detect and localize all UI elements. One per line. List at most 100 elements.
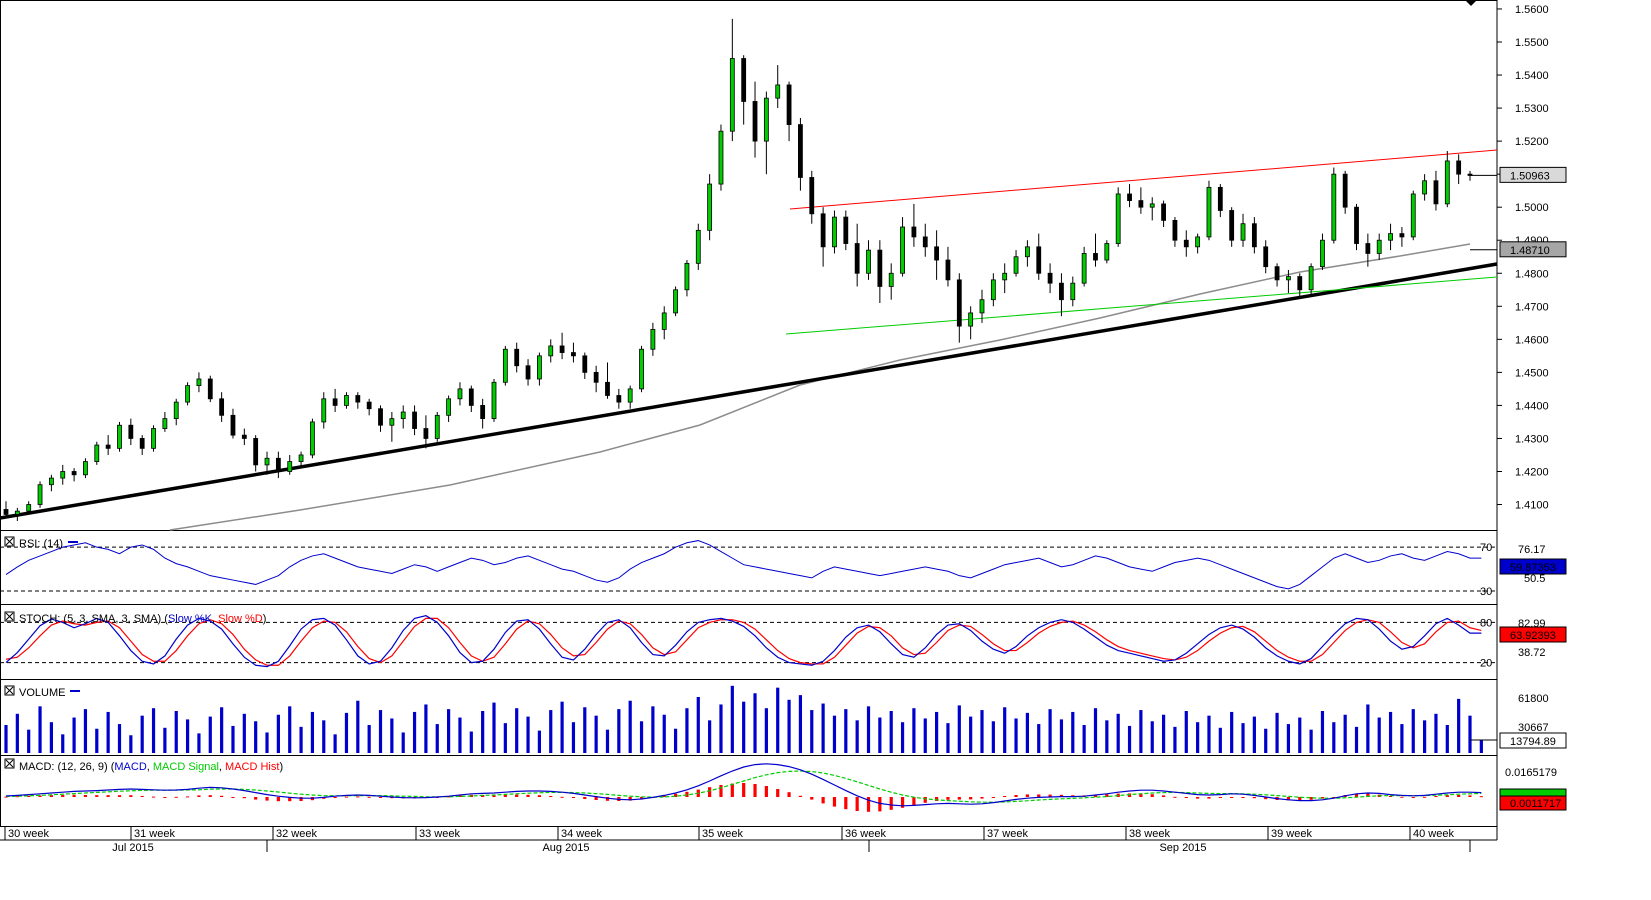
candle-body — [832, 216, 837, 248]
macd-hist-bar — [1423, 796, 1427, 798]
macd-hist-bar — [1025, 794, 1029, 797]
candle — [593, 365, 599, 393]
stoch-title-main: STOCH: (5, 3, SMA, 3, SMA) — [19, 613, 161, 625]
volume-bar — [1196, 722, 1200, 753]
volume-bar — [492, 702, 496, 753]
candle — [673, 286, 678, 317]
rsi-value-box — [1499, 558, 1567, 575]
candle — [1354, 203, 1359, 251]
week-tick-label: 40 week — [1413, 828, 1454, 840]
volume-bar — [946, 723, 950, 753]
candle — [423, 415, 429, 449]
candle — [1229, 207, 1235, 247]
macd-hist-bar — [628, 797, 632, 801]
rsi-level-label: 70 — [1480, 542, 1492, 554]
macd-hist-bar — [503, 794, 507, 797]
candle — [162, 412, 168, 432]
stoch-d-line — [5, 617, 1482, 666]
volume-bar — [310, 711, 315, 753]
candle — [389, 412, 395, 442]
macd-hist-bar — [367, 796, 371, 798]
macd-hist-bar — [333, 797, 337, 798]
week-tick-label: 36 week — [845, 828, 886, 840]
candle — [1013, 250, 1019, 277]
candle — [310, 418, 315, 459]
macd-hist-bar — [1468, 795, 1472, 797]
macd-hist-bar — [15, 796, 19, 798]
candle-body — [877, 249, 883, 287]
macd-hist-bar — [1207, 797, 1211, 799]
macd-hist-legend: MACD Hist — [225, 761, 279, 773]
candle — [1138, 187, 1144, 214]
volume-bar — [469, 731, 473, 753]
volume-bar — [923, 718, 927, 753]
candle-body — [729, 58, 735, 132]
volume-bar — [742, 701, 746, 753]
macd-hist-bar — [923, 797, 927, 803]
ma-value-label: 1.48710 — [1510, 245, 1550, 257]
macd-hist-bar — [969, 797, 973, 800]
candle-body — [571, 352, 576, 357]
candle — [1115, 187, 1121, 247]
candle-body — [798, 124, 803, 178]
candle-body — [514, 348, 520, 367]
candle-body — [298, 454, 304, 462]
volume-bar — [1105, 720, 1109, 753]
macd-hist-bar — [1332, 797, 1336, 798]
volume-bar — [1377, 717, 1381, 753]
stoch-k-legend: Slow %K — [168, 613, 213, 625]
volume-bar — [401, 732, 405, 753]
candle — [729, 18, 735, 142]
volume-bar — [61, 734, 65, 753]
volume-bar — [1479, 740, 1483, 753]
candle — [1456, 154, 1462, 185]
volume-bar — [798, 695, 803, 753]
volume-bar — [719, 704, 723, 753]
volume-bar — [1161, 714, 1166, 753]
candle — [775, 65, 781, 109]
candle — [117, 421, 122, 452]
candle-body — [3, 509, 9, 515]
candle-body — [48, 477, 54, 486]
macd-hist-bar — [639, 797, 644, 800]
macd-hist-bar — [492, 795, 496, 797]
macd-hist-bar — [254, 797, 258, 800]
candle — [763, 91, 769, 175]
volume-bar — [991, 721, 995, 753]
candle — [650, 322, 656, 356]
candle — [196, 372, 202, 393]
macd-hist-bar — [1161, 795, 1166, 797]
candle-body — [241, 434, 247, 439]
candle-body — [173, 401, 179, 420]
macd-hist-bar — [878, 797, 882, 812]
volume-bar — [38, 706, 42, 753]
price-tick-label: 1.4800 — [1515, 268, 1549, 280]
macd-hist-bar — [1014, 795, 1018, 797]
candle-body — [94, 444, 100, 462]
macd-hist-bar — [1354, 793, 1359, 797]
candle-body — [616, 395, 622, 403]
candle-body — [1206, 186, 1212, 238]
volume-bar — [1184, 711, 1188, 753]
candle — [956, 273, 962, 343]
candle — [37, 481, 43, 508]
candle-body — [1376, 239, 1382, 254]
candle-body — [1104, 243, 1110, 261]
volume-value-label: 13794.89 — [1510, 736, 1556, 748]
rsi-close-icon-cross — [5, 537, 14, 546]
candle — [207, 375, 213, 403]
macd-hist-bar — [185, 796, 190, 798]
candle — [1024, 240, 1030, 267]
candle-body — [423, 428, 429, 439]
volume-bar — [935, 711, 939, 753]
candle — [83, 458, 88, 479]
candle — [1172, 217, 1178, 247]
macd-hist-bar — [1286, 797, 1291, 801]
volume-bar — [1445, 725, 1449, 753]
candle-body — [922, 236, 928, 248]
candle-body — [1365, 243, 1371, 254]
volume-bar — [957, 705, 961, 753]
macd-hist-bar — [900, 797, 905, 808]
candle-body — [1320, 239, 1325, 268]
candle — [400, 405, 406, 429]
